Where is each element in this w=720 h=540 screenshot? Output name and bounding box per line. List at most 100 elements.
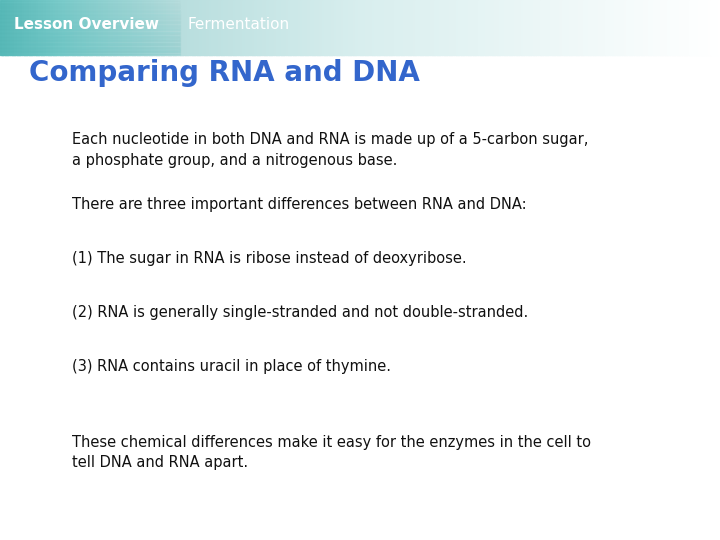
Bar	[197, 0, 200, 55]
Bar	[526, 0, 528, 55]
Bar	[264, 0, 267, 55]
Bar	[161, 0, 164, 55]
Bar	[168, 0, 171, 55]
Bar	[367, 0, 370, 55]
Bar	[173, 0, 176, 55]
Bar	[425, 0, 428, 55]
Bar	[74, 0, 78, 55]
Bar	[629, 0, 632, 55]
Bar	[528, 0, 531, 55]
Bar	[312, 0, 315, 55]
Bar	[473, 0, 476, 55]
Bar	[360, 0, 363, 55]
Bar	[509, 0, 512, 55]
Bar	[689, 0, 692, 55]
Bar	[351, 0, 354, 55]
Bar	[43, 0, 46, 55]
Bar	[430, 0, 433, 55]
Bar	[387, 0, 390, 55]
Bar	[432, 0, 435, 55]
Bar	[403, 0, 406, 55]
Bar	[696, 0, 699, 55]
Bar	[125, 0, 128, 55]
Bar	[535, 0, 539, 55]
Bar	[434, 0, 438, 55]
Bar	[235, 0, 238, 55]
Bar	[243, 0, 246, 55]
Bar	[300, 0, 303, 55]
Bar	[182, 0, 186, 55]
Bar	[396, 0, 399, 55]
Bar	[189, 0, 193, 55]
Bar	[518, 0, 521, 55]
Bar	[178, 0, 181, 55]
Bar	[384, 0, 387, 55]
Bar	[427, 0, 431, 55]
Bar	[362, 0, 366, 55]
Bar	[610, 0, 613, 55]
Bar	[621, 0, 625, 55]
Bar	[600, 0, 603, 55]
Bar	[684, 0, 687, 55]
Bar	[0, 30, 180, 32]
Bar	[466, 0, 469, 55]
Bar	[156, 0, 159, 55]
Bar	[538, 0, 541, 55]
Bar	[0, 7, 180, 8]
Bar	[48, 0, 51, 55]
Bar	[338, 0, 341, 55]
Bar	[482, 0, 485, 55]
Bar	[711, 0, 714, 55]
Bar	[96, 0, 99, 55]
Bar	[617, 0, 620, 55]
Bar	[0, 3, 180, 4]
Bar	[492, 0, 495, 55]
Bar	[382, 0, 384, 55]
Bar	[70, 0, 73, 55]
Bar	[113, 0, 116, 55]
Bar	[14, 0, 17, 55]
Bar	[63, 0, 66, 55]
Bar	[0, 23, 180, 25]
Bar	[679, 0, 683, 55]
Bar	[634, 0, 636, 55]
Bar	[607, 0, 611, 55]
Bar	[0, 37, 180, 38]
Bar	[398, 0, 402, 55]
Bar	[247, 0, 251, 55]
Bar	[595, 0, 598, 55]
Bar	[0, 50, 180, 51]
Bar	[369, 0, 373, 55]
Bar	[598, 0, 600, 55]
Bar	[199, 0, 202, 55]
Bar	[0, 40, 180, 41]
Bar	[31, 0, 35, 55]
Text: Lesson Overview: Lesson Overview	[14, 17, 159, 32]
Bar	[557, 0, 560, 55]
Bar	[185, 0, 188, 55]
Bar	[439, 0, 442, 55]
Bar	[413, 0, 416, 55]
Bar	[648, 0, 651, 55]
Bar	[0, 29, 180, 30]
Bar	[540, 0, 543, 55]
Bar	[271, 0, 274, 55]
Bar	[639, 0, 642, 55]
Bar	[122, 0, 125, 55]
Bar	[485, 0, 488, 55]
Bar	[60, 0, 63, 55]
Bar	[17, 0, 20, 55]
Bar	[58, 0, 60, 55]
Bar	[115, 0, 118, 55]
Bar	[497, 0, 500, 55]
Bar	[612, 0, 615, 55]
Bar	[38, 0, 42, 55]
Bar	[0, 0, 180, 2]
Bar	[0, 52, 180, 53]
Bar	[0, 26, 180, 28]
Bar	[269, 0, 272, 55]
Bar	[216, 0, 219, 55]
Bar	[468, 0, 471, 55]
Bar	[132, 0, 135, 55]
Bar	[459, 0, 462, 55]
